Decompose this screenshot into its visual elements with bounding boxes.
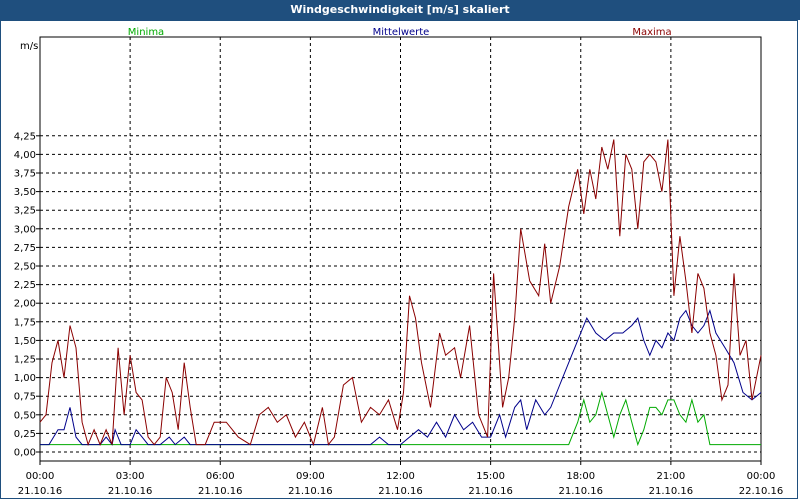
y-tick-label: 1,00 (14, 373, 36, 384)
series-line-mittelwerte (40, 309, 762, 446)
y-tick-label: 0,50 (14, 410, 36, 421)
chart-title: Windgeschwindigkeit [m/s] skaliert (290, 3, 510, 16)
x-tick-date-label: 21.10.16 (18, 486, 63, 497)
x-tick-time-label: 06:00 (206, 471, 235, 482)
x-tick-time-label: 18:00 (566, 471, 595, 482)
x-tick-time-label: 00:00 (26, 471, 55, 482)
y-tick-label: 2,50 (14, 262, 36, 273)
x-tick-time-label: 21:00 (656, 471, 685, 482)
x-tick-date-label: 21.10.16 (649, 486, 694, 497)
chart-frame (0, 20, 798, 499)
y-tick-label: 3,25 (14, 206, 36, 217)
chart-title-bar: Windgeschwindigkeit [m/s] skaliert (0, 0, 800, 20)
y-tick-label: 4,00 (14, 150, 36, 161)
y-tick-label: 3,50 (14, 187, 36, 198)
x-tick-time-label: 03:00 (116, 471, 145, 482)
y-axis-label: m/s (20, 41, 38, 52)
x-tick-time-label: 15:00 (476, 471, 505, 482)
y-tick-label: 0,00 (14, 448, 36, 459)
x-tick-time-label: 00:00 (747, 471, 776, 482)
series-line-maxima (39, 139, 762, 447)
y-tick-label: 4,25 (14, 131, 36, 142)
y-tick-label: 2,25 (14, 280, 36, 291)
x-tick-date-label: 21.10.16 (108, 486, 153, 497)
x-tick-time-label: 12:00 (386, 471, 415, 482)
series-line-minima (40, 390, 761, 447)
legend-entry-mittelwerte: Mittelwerte (373, 27, 430, 38)
y-tick-label: 3,75 (14, 169, 36, 180)
x-tick-date-label: 21.10.16 (378, 486, 423, 497)
x-tick-date-label: 21.10.16 (468, 486, 513, 497)
x-tick-time-label: 09:00 (296, 471, 325, 482)
x-tick-date-label: 22.10.16 (739, 486, 784, 497)
y-tick-label: 0,25 (14, 429, 36, 440)
y-tick-label: 1,25 (14, 355, 36, 366)
y-tick-label: 2,75 (14, 243, 36, 254)
y-tick-label: 1,75 (14, 317, 36, 328)
legend-entry-minima: Minima (128, 27, 164, 38)
y-tick-label: 1,50 (14, 336, 36, 347)
x-tick-date-label: 21.10.16 (198, 486, 243, 497)
y-tick-label: 0,75 (14, 392, 36, 403)
x-tick-date-label: 21.10.16 (288, 486, 333, 497)
y-tick-label: 2,00 (14, 299, 36, 310)
legend-entry-maxima: Maxima (632, 27, 671, 38)
y-tick-label: 3,00 (14, 224, 36, 235)
x-tick-date-label: 21.10.16 (558, 486, 603, 497)
